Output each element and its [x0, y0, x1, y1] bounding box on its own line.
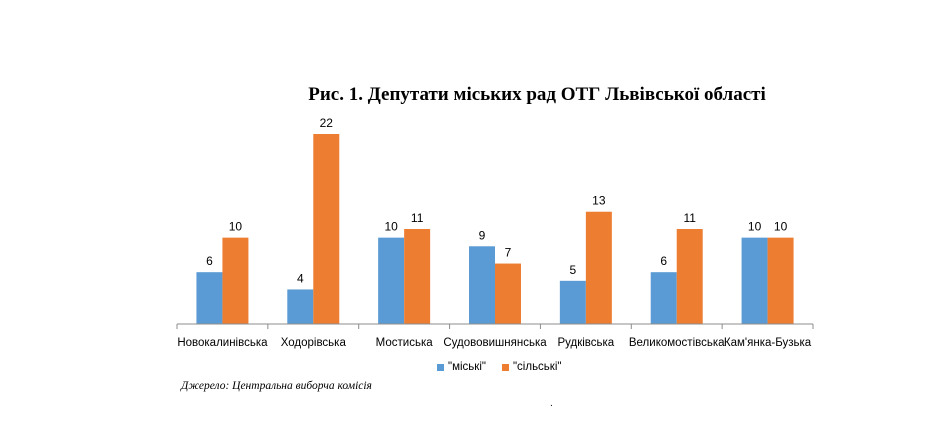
- data-label: 9: [479, 228, 486, 242]
- legend-swatch-series-1: [437, 363, 444, 371]
- data-label: 7: [505, 246, 512, 260]
- x-axis-labels: Новокалинівська Ходорівська Мостиська Судов…: [177, 337, 811, 349]
- bar-miski-6: [741, 237, 768, 324]
- bar-miski-1: [287, 289, 314, 324]
- bar-silski-1: [313, 134, 340, 324]
- data-label: 6: [660, 254, 667, 268]
- bar-miski-3: [469, 246, 495, 324]
- data-label: 4: [297, 271, 304, 285]
- bar-silski-3: [495, 263, 521, 324]
- legend-swatch-series-2: [501, 363, 509, 371]
- bar-silski-2: [404, 229, 431, 324]
- x-tick-label: Судововишнянська: [443, 337, 547, 349]
- bar-silski-0: [222, 237, 249, 324]
- x-axis-ticks: [176, 324, 814, 329]
- data-label: 6: [206, 254, 213, 268]
- x-tick-label: Рудківська: [557, 337, 614, 349]
- data-label: 10: [229, 220, 243, 234]
- bar-miski-5: [650, 272, 677, 324]
- x-tick-label: Новокалинівська: [177, 337, 268, 349]
- bar-miski-4: [559, 280, 586, 324]
- footer-mark: .: [550, 398, 553, 409]
- data-label: 10: [774, 220, 788, 234]
- data-label: 5: [570, 263, 577, 277]
- x-tick-label: Кам'янка-Бузька: [724, 337, 812, 349]
- bars-group: [196, 134, 794, 324]
- legend-item-series-2: "сільські": [501, 361, 562, 373]
- bar-miski-2: [378, 237, 405, 324]
- legend-label-series-2: "сільські": [512, 361, 562, 373]
- data-label: 10: [384, 220, 398, 234]
- data-label: 22: [320, 116, 334, 130]
- bar-silski-4: [585, 211, 612, 324]
- x-tick-label: Ходорівська: [281, 337, 347, 349]
- bar-silski-6: [767, 237, 794, 324]
- legend-label-series-1: "міські": [448, 361, 486, 373]
- data-label: 11: [411, 211, 424, 225]
- bar-miski-0: [196, 272, 223, 324]
- legend-item-series-1: "міські": [437, 361, 486, 373]
- source-note: Джерело: Центральна виборча комісія: [181, 380, 372, 392]
- data-label: 13: [592, 194, 606, 208]
- legend: "міські" "сільські": [437, 361, 561, 373]
- data-label: 11: [683, 211, 696, 225]
- chart-title: Рис. 1. Депутати міських рад ОТГ Львівсь…: [308, 84, 766, 105]
- data-label: 10: [748, 220, 762, 234]
- x-tick-label: Мостиська: [376, 337, 434, 349]
- data-labels: 6 10 4 22 10 11 9 7 5 13 6 11 10 10: [206, 116, 787, 285]
- bar-silski-5: [676, 229, 703, 324]
- x-tick-label: Великомостівська: [629, 337, 725, 349]
